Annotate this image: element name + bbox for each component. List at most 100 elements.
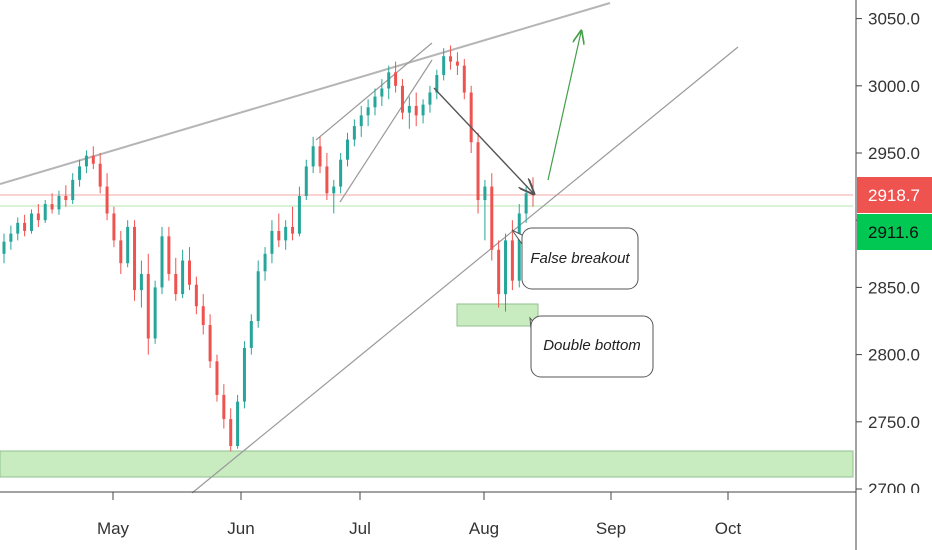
candle-body [29,213,33,231]
candle-body [194,284,198,307]
x-tick-label: Aug [469,519,499,538]
candle-body [380,88,384,97]
candle-body [160,236,164,288]
upper-resistance-trendline [0,2,611,185]
candle-body [215,361,219,395]
rising-support-trendline [191,46,739,494]
candle-body [318,146,322,167]
candle-body [531,193,535,196]
false-breakout-callout [521,227,639,290]
candle-body [346,139,350,160]
candle-body [462,65,466,93]
y-axis: 3050.03000.02950.02900.02850.02800.02750… [856,10,932,550]
double-bottom-callout [530,315,654,378]
y-tick-label: 3050.0 [868,10,920,29]
price-tag-label: 2911.6 [868,223,919,242]
candlestick-series [2,45,535,452]
candle-body [256,271,260,321]
false-breakout-label: False breakout [530,250,630,267]
candle-body [449,56,453,62]
channel-lower-line [339,59,433,203]
candle-body [133,226,137,291]
double-bottom-label: Double bottom [543,337,641,354]
candle-body [455,61,459,66]
candle-body [297,196,301,234]
candle-body [442,56,446,76]
candle-body [407,105,411,113]
candle-body [284,226,288,241]
candle-body [524,193,528,214]
y-tick-label: 2750.0 [868,413,920,432]
candle-body [146,273,150,339]
candle-body [105,186,109,214]
axis-corner-mask [857,493,932,550]
candle-body [78,166,82,180]
candle-body [112,213,116,241]
y-tick-label: 2950.0 [868,144,920,163]
candle-body [167,236,171,274]
candle-body [332,186,336,194]
candle-body [229,419,233,446]
candle-body [517,213,521,281]
candle-body [435,75,439,93]
candle-body [187,260,191,285]
candle-body [311,146,315,167]
candle-body [421,104,425,116]
candle-body [16,222,20,234]
candle-body [394,72,398,86]
y-tick-label: 2850.0 [868,278,920,297]
candle-body [84,155,88,167]
candle-body [490,186,494,250]
candle-body [504,240,508,295]
candle-body [249,321,253,348]
candle-body [208,325,212,362]
candle-body [9,233,13,242]
candle-body [201,306,205,326]
candle-body [428,92,432,105]
candle-body [270,230,274,254]
candle-body [263,253,267,272]
candle-body [359,115,363,127]
candle-body [174,273,178,295]
candle-body [366,107,370,116]
candle-body [373,96,377,108]
down-move-arrow [433,87,533,193]
candle-body [64,196,68,201]
candle-body [36,213,40,221]
x-tick-label: Jun [227,519,254,538]
candle-body [57,196,61,210]
support-zone [0,450,854,478]
x-tick-label: Jul [349,519,371,538]
candle-body [387,72,391,89]
candle-body [2,241,6,254]
candle-body [400,85,404,113]
candle-body [23,222,27,231]
candle-body [119,240,123,264]
candle-body [181,260,185,295]
projected-up-arrow [547,32,581,181]
y-tick-label: 3000.0 [868,77,920,96]
price-tags: 2918.7 2911.6 [857,177,932,250]
candle-body [352,126,356,140]
candle-body [325,166,329,194]
candle-body [139,273,143,291]
candle-body [126,226,130,264]
candle-body [236,401,240,446]
x-tick-label: May [97,519,130,538]
x-tick-label: Sep [596,519,626,538]
channel-upper-line [315,42,433,141]
candle-body [277,230,281,241]
candle-body [222,394,226,420]
candle-body [476,142,480,201]
x-tick-label: Oct [715,519,742,538]
x-axis: May Jun Jul Aug Sep Oct [97,492,742,538]
candle-body [339,159,343,187]
candle-body [414,105,418,116]
candle-body [50,204,54,210]
candle-body [510,240,514,281]
candle-body [71,179,75,201]
candle-body [483,186,487,201]
price-tag-label: 2918.7 [868,186,920,205]
